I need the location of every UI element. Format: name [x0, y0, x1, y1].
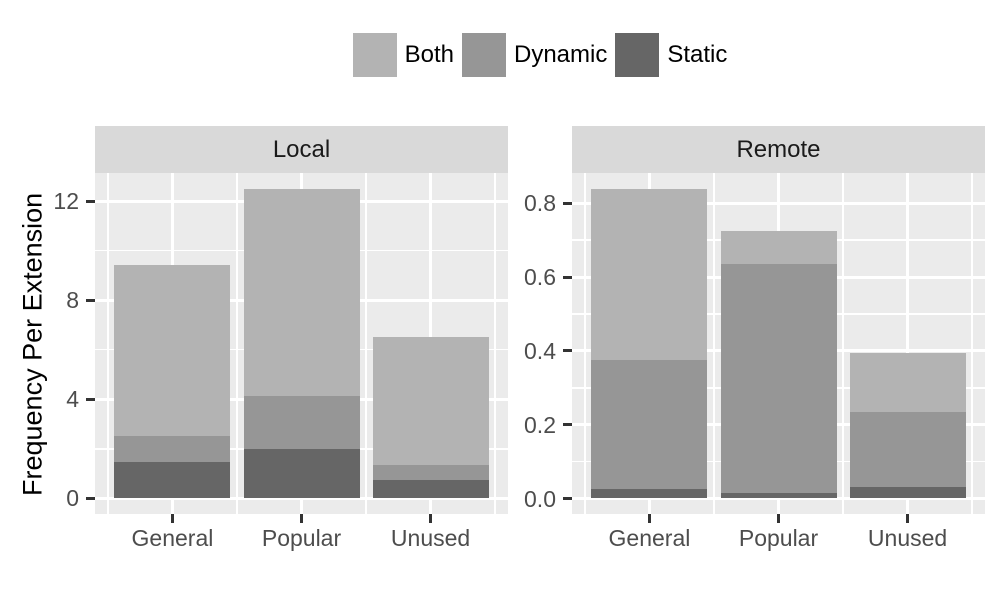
- y-tick-label: 4: [66, 386, 79, 413]
- y-tick-label: 0.6: [524, 264, 556, 291]
- legend-key-static-swatch: [615, 33, 660, 77]
- bar-segment-remote-unused-dynamic: [849, 411, 966, 488]
- panel-local: 0 4 8 12 General Popular Unused: [53, 173, 508, 550]
- y-tick-label: 0: [66, 485, 79, 512]
- legend-entry-static: Static: [615, 33, 727, 77]
- bar-segment-local-unused-dynamic: [372, 464, 489, 480]
- gridline-minor-x: [584, 173, 586, 514]
- y-axis-tick: [563, 423, 572, 427]
- bar-segment-local-popular-both: [243, 188, 360, 396]
- x-axis-tick: [429, 514, 433, 523]
- gridline-minor-x: [842, 173, 844, 514]
- legend-key-both-swatch: [352, 33, 397, 77]
- x-tick-label: General: [608, 525, 691, 551]
- legend-key-dynamic-swatch: [461, 33, 506, 77]
- bar-segment-local-general-static: [114, 462, 231, 499]
- facet-strip-remote: Remote: [572, 126, 985, 173]
- y-tick-label: 8: [66, 287, 79, 314]
- legend-entry-dynamic: Dynamic: [461, 33, 608, 77]
- legend-entry-both: Both: [352, 33, 454, 77]
- gridline-minor-x: [971, 173, 973, 514]
- bar-segment-remote-popular-static: [720, 492, 837, 499]
- facet-strip-local-label: Local: [272, 135, 331, 163]
- x-tick-label: Unused: [390, 525, 471, 551]
- x-axis-tick: [170, 514, 174, 523]
- bar-segment-local-popular-static: [243, 448, 360, 499]
- facet-strip-remote-label: Remote: [736, 135, 821, 163]
- bar-segment-local-general-both: [114, 265, 231, 437]
- bar-segment-local-general-dynamic: [114, 436, 231, 463]
- bar-segment-remote-general-dynamic: [591, 360, 708, 490]
- gridline-minor-x: [365, 173, 367, 514]
- y-tick-label: 12: [53, 188, 79, 214]
- y-axis-title: Frequency Per Extension: [17, 192, 48, 496]
- y-axis-tick: [563, 349, 572, 353]
- y-axis-tick: [86, 298, 95, 302]
- y-axis-tick: [563, 497, 572, 500]
- y-tick-label: 0.0: [524, 485, 556, 512]
- y-tick-label: 0.8: [524, 190, 556, 217]
- bar-segment-remote-unused-static: [849, 487, 966, 499]
- legend-label-both: Both: [404, 41, 454, 68]
- y-axis-tick: [86, 199, 95, 203]
- y-axis-tick: [86, 496, 95, 500]
- x-tick-label: General: [131, 525, 214, 551]
- x-axis-tick: [777, 514, 780, 523]
- gridline-minor-x: [236, 173, 238, 514]
- x-axis-tick: [300, 514, 303, 523]
- y-axis-tick: [563, 275, 572, 279]
- bar-segment-remote-popular-both: [720, 230, 837, 265]
- y-axis-tick: [563, 201, 572, 205]
- bar-segment-remote-popular-dynamic: [720, 264, 837, 493]
- x-axis-tick: [647, 514, 651, 523]
- bar-segment-remote-unused-both: [849, 352, 966, 412]
- bar-segment-local-popular-dynamic: [243, 395, 360, 449]
- x-axis-tick: [906, 514, 910, 523]
- gridline-major-x: [906, 173, 910, 514]
- y-axis-tick: [86, 397, 95, 401]
- x-tick-label: Popular: [261, 525, 342, 551]
- gridline-minor-x: [494, 173, 496, 514]
- facet-strip-local: Local: [95, 126, 508, 173]
- legend: Both Dynamic Static: [95, 33, 985, 77]
- legend-label-dynamic: Dynamic: [513, 41, 608, 68]
- x-tick-label: Popular: [738, 525, 819, 551]
- bar-segment-remote-general-both: [591, 188, 708, 361]
- y-tick-label: 0.2: [524, 411, 556, 438]
- gridline-minor-x: [107, 173, 109, 514]
- y-tick-label: 0.4: [524, 337, 556, 364]
- legend-label-static: Static: [667, 41, 728, 68]
- bar-segment-remote-general-static: [591, 489, 708, 499]
- panel-remote: 0.0 0.2 0.4 0.6 0.8 General Popular Unused: [524, 173, 985, 550]
- bar-segment-local-unused-both: [372, 337, 489, 465]
- gridline-minor-x: [713, 173, 715, 514]
- x-tick-label: Unused: [867, 525, 948, 551]
- bar-segment-local-unused-static: [372, 479, 489, 499]
